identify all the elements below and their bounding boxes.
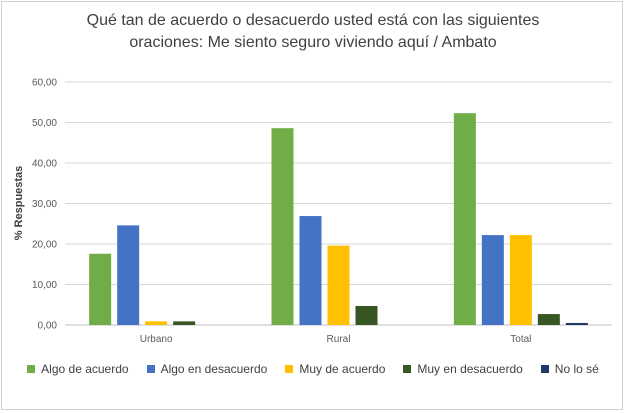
x-axis-ticks: Urbano Rural Total (140, 334, 532, 345)
bars (89, 113, 588, 325)
y-tick-label: 60,00 (32, 78, 57, 89)
legend-swatch (540, 365, 549, 373)
bar-no-lo-s--total (565, 322, 588, 325)
legend: Algo de acuerdo Algo en desacuerdo Muy de … (0, 362, 626, 376)
legend-label: No lo sé (554, 362, 599, 376)
bar-muy-de-acuerdo-total (509, 235, 532, 325)
legend-swatch (403, 365, 412, 373)
legend-item: Muy de acuerdo (285, 362, 385, 376)
legend-swatch (27, 365, 36, 373)
legend-swatch (285, 365, 294, 373)
bar-muy-de-acuerdo-urbano (145, 321, 168, 325)
legend-item: Algo en desacuerdo (146, 362, 268, 376)
legend-item: Algo de acuerdo (27, 362, 129, 376)
y-axis-label: % Respuestas (13, 166, 25, 241)
bar-algo-de-acuerdo-rural (271, 128, 294, 325)
bar-algo-de-acuerdo-total (453, 113, 476, 325)
bar-muy-en-desacuerdo-urbano (173, 321, 196, 325)
bar-muy-en-desacuerdo-total (537, 314, 560, 325)
bar-algo-en-desacuerdo-rural (299, 216, 322, 325)
x-tick-label: Rural (327, 334, 351, 345)
chart-title-line-1: Qué tan de acuerdo o desacuerdo usted es… (86, 12, 540, 29)
x-tick-label: Urbano (140, 334, 173, 345)
legend-swatch (146, 365, 155, 373)
bar-algo-en-desacuerdo-total (481, 235, 504, 325)
bar-algo-de-acuerdo-urbano (89, 253, 112, 325)
x-tick-label: Total (510, 334, 531, 345)
y-tick-label: 40,00 (32, 159, 57, 170)
y-tick-label: 50,00 (32, 118, 57, 129)
legend-label: Muy en desacuerdo (417, 362, 523, 376)
bar-algo-en-desacuerdo-urbano (117, 225, 140, 325)
legend-item: No lo sé (540, 362, 599, 376)
legend-label: Algo de acuerdo (41, 362, 129, 376)
y-tick-label: 20,00 (32, 240, 57, 251)
bar-muy-en-desacuerdo-rural (355, 305, 378, 325)
y-tick-label: 0,00 (38, 321, 58, 332)
legend-label: Muy de acuerdo (299, 362, 386, 376)
y-tick-label: 30,00 (32, 199, 57, 210)
y-tick-label: 10,00 (32, 280, 57, 291)
y-axis-ticks: 0,00 10,00 20,00 30,00 40,00 50,00 60,00 (32, 78, 57, 332)
bar-muy-de-acuerdo-rural (327, 245, 350, 325)
chart-title-line-2: oraciones: Me siento seguro viviendo aqu… (129, 34, 497, 51)
chart-title: Qué tan de acuerdo o desacuerdo usted es… (0, 10, 626, 54)
legend-item: Muy en desacuerdo (403, 362, 523, 376)
legend-label: Algo en desacuerdo (160, 362, 268, 376)
